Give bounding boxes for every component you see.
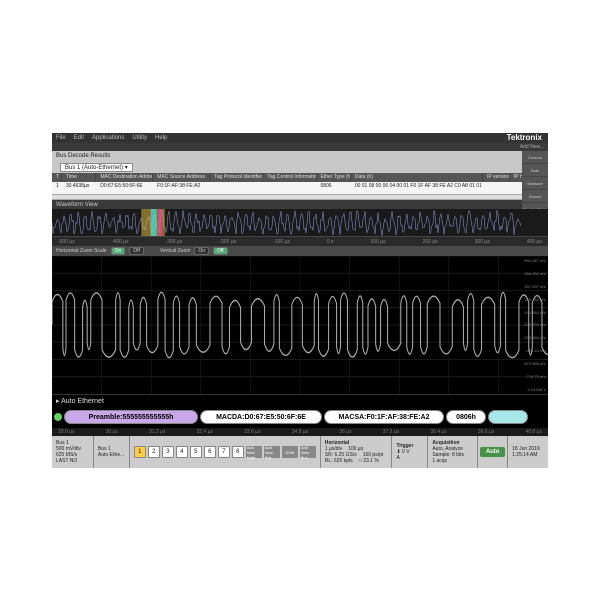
cell [483, 182, 510, 194]
trigger-panel[interactable]: Trigger ⬇ 0 V A [392, 436, 428, 468]
acquisition-panel[interactable]: Acquisition Auto, Analyze Sample: 8 bits… [428, 436, 478, 468]
waveform-overview[interactable] [52, 209, 548, 237]
side-note[interactable]: Note [522, 164, 548, 176]
time-axis-bottom: 28.8 µs30 µs31.2 µs32.4 µs33.6 µs34.8 µs… [52, 428, 548, 436]
col-header[interactable]: MAC Source Address [153, 173, 210, 182]
oscilloscope-app: File Edit Applications Utility Help Tekt… [52, 133, 548, 468]
y-axis-labels: 601.047 mV454.292 mV307.537 mV160.782 mV… [516, 256, 546, 394]
channel-7-button[interactable]: 7 [218, 446, 230, 458]
channel-4-button[interactable]: 4 [176, 446, 188, 458]
sub-header: Add New... [52, 143, 548, 151]
datetime-panel: 18 Jun 2019 1:25:14 AM [508, 436, 548, 468]
col-header[interactable]: MAC Destination Address [96, 173, 153, 182]
channel-8-button[interactable]: 8 [232, 446, 244, 458]
decode-bubble[interactable]: 0806h [446, 410, 486, 424]
decode-bus-label: ▸ Auto Ethernet [56, 397, 104, 405]
decode-bubble[interactable] [488, 410, 528, 424]
side-cursors[interactable]: Cursors [522, 151, 548, 163]
results-dropdown-row: Bus 1 (Auto-Ethernet) ▾ [52, 161, 548, 173]
main-waveform-area[interactable]: 601.047 mV454.292 mV307.537 mV160.782 mV… [52, 256, 548, 394]
col-header[interactable]: T [52, 173, 62, 182]
col-header[interactable]: Ether Type (h) [317, 173, 351, 182]
col-header[interactable]: Tag Control Information (h) [263, 173, 316, 182]
decode-bubble-row: Preamble:555555555555hMACDA:D0:67:E5:50:… [52, 409, 548, 425]
add-button[interactable]: SVM [282, 446, 298, 458]
waveform-view-header: Waveform View ▼ [52, 200, 548, 209]
protocol-decode-strip: ▸ Auto Ethernet Preamble:555555555555hMA… [52, 394, 548, 428]
channel-5-button[interactable]: 5 [190, 446, 202, 458]
menu-apps[interactable]: Applications [92, 135, 124, 141]
channel-6-button[interactable]: 6 [204, 446, 216, 458]
menu-help[interactable]: Help [155, 135, 167, 141]
vzoom-off[interactable]: Off [213, 247, 228, 255]
vzoom-on[interactable]: On [194, 247, 209, 255]
auto-button[interactable]: Auto [480, 447, 506, 457]
hzoom-off[interactable]: Off [129, 247, 144, 255]
cell: 00 01 08 00 06 04 00 01 F0 1F AF 38 FE A… [351, 182, 483, 194]
menu-edit[interactable]: Edit [74, 135, 84, 141]
cell: D0:67:E5:50:6F:6E [96, 182, 153, 194]
bottom-status-bar: Bus 1 500 mV/div 625 MS/s LAST NO Bus 1 … [52, 436, 548, 468]
cell [263, 182, 316, 194]
channel-1-button[interactable]: 1 [134, 446, 146, 458]
auto-button-panel: Auto [478, 436, 508, 468]
time-axis-top: -500 µs-400 µs-300 µs-200 µs-100 µs0 s10… [52, 237, 548, 246]
channel-2-button[interactable]: 2 [148, 446, 160, 458]
menu-utility[interactable]: Utility [132, 135, 147, 141]
add-button[interactable]: Add New Math [246, 446, 262, 458]
bus-info[interactable]: Bus 1 Auto-Ethe... [94, 436, 130, 468]
decode-table-header: TTimeMAC Destination AddressMAC Source A… [52, 173, 548, 182]
results-title-bar: Bus Decode Results × [52, 151, 548, 161]
cell: 1 [52, 182, 62, 194]
channel-buttons-panel: 12345678Add New MathAdd New RefSVMAdd Ne… [130, 436, 321, 468]
channel-3-button[interactable]: 3 [162, 446, 174, 458]
side-search[interactable]: Search [522, 190, 548, 202]
menu-file[interactable]: File [56, 135, 66, 141]
decode-table-row[interactable]: 130.4638µsD0:67:E5:50:6F:6EF0:1F:AF:38:F… [52, 182, 548, 194]
col-header[interactable]: Tag Protocol Identifier (h) [210, 173, 263, 182]
decode-bubble[interactable]: Preamble:555555555555h [64, 410, 198, 424]
decode-bubble[interactable]: MACSA:F0:1F:AF:38:FE:A2 [324, 410, 444, 424]
col-header[interactable]: Data (h) [351, 173, 483, 182]
side-measure[interactable]: Measure [522, 177, 548, 189]
decode-bubble[interactable]: MACDA:D0:67:E5:50:6F:6E [200, 410, 322, 424]
cell: 0806 [316, 182, 350, 194]
results-title: Bus Decode Results [56, 153, 110, 159]
cell: 30.4638µs [62, 182, 96, 194]
horizontal-panel[interactable]: Horizontal 1 µs/div100 µs SR: 6.25 GS/s1… [321, 436, 393, 468]
bus-select-dropdown[interactable]: Bus 1 (Auto-Ethernet) ▾ [60, 163, 133, 172]
col-header[interactable]: Time [62, 173, 96, 182]
add-button[interactable]: Add New Ref [264, 446, 280, 458]
zoom-control-strip: Horizontal Zoom Scale On Off Vertical Zo… [52, 246, 548, 256]
hzoom-on[interactable]: On [111, 247, 126, 255]
brand-logo: Tektronix [507, 133, 542, 142]
col-header[interactable]: IP version (h) [483, 173, 510, 182]
cell [210, 182, 263, 194]
menu-bar: File Edit Applications Utility Help Tekt… [52, 133, 548, 143]
cell: F0:1F:AF:38:FE:A2 [153, 182, 210, 194]
channel-info-1[interactable]: Bus 1 500 mV/div 625 MS/s LAST NO [52, 436, 94, 468]
add-button[interactable]: Add New Bus [300, 446, 316, 458]
